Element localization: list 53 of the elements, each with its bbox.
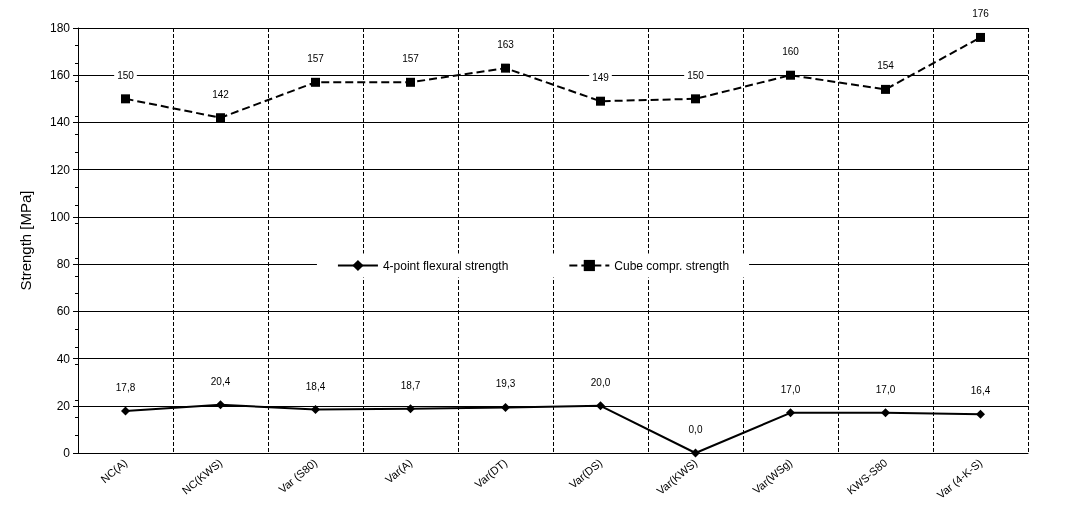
point	[596, 401, 605, 411]
y-tick-label: 80	[56, 257, 71, 272]
data-label: 17,0	[780, 383, 801, 395]
point	[121, 406, 130, 416]
data-label: 18,4	[305, 380, 326, 392]
point	[786, 70, 795, 80]
point	[406, 77, 415, 87]
point	[976, 409, 985, 419]
y-tick-label: 140	[49, 115, 71, 130]
data-label: 150	[687, 69, 705, 81]
y-tick-label: 120	[49, 162, 71, 177]
point	[691, 448, 700, 458]
data-label: 157	[307, 53, 325, 65]
point	[501, 402, 510, 412]
y-tick-label: 100	[49, 209, 71, 224]
y-tick-label: 40	[56, 351, 71, 366]
point	[596, 96, 605, 106]
data-label: 19,3	[495, 378, 516, 390]
point	[311, 77, 320, 87]
point	[216, 113, 225, 123]
point	[501, 63, 510, 73]
point	[311, 405, 320, 415]
y-tick-label: 60	[56, 304, 71, 319]
data-label: 149	[592, 72, 610, 84]
data-label: 0,0	[688, 424, 703, 435]
data-label: 160	[782, 46, 800, 58]
y-tick-label: 180	[49, 21, 71, 35]
legend-label: Cube compr. strength	[614, 258, 730, 273]
point	[881, 408, 890, 418]
data-label: 142	[212, 88, 230, 100]
data-label: 163	[497, 39, 515, 51]
data-label: 16,4	[970, 385, 991, 397]
point	[121, 94, 130, 104]
data-label: 176	[972, 8, 990, 20]
data-label: 150	[117, 69, 135, 81]
point	[881, 84, 890, 94]
y-tick-label: 20	[56, 398, 71, 413]
point	[406, 404, 415, 414]
point	[976, 32, 985, 42]
data-label: 20,0	[590, 376, 611, 388]
y-tick-label: 0	[63, 446, 71, 460]
point	[216, 400, 225, 410]
legend-label: 4-point flexural strength	[382, 258, 509, 273]
data-label: 157	[402, 53, 420, 65]
data-label: 17,0	[875, 383, 896, 395]
point	[691, 94, 700, 104]
data-label: 18,7	[400, 379, 421, 391]
point	[786, 408, 795, 418]
data-label: 17,8	[115, 381, 136, 393]
y-tick-label: 160	[49, 68, 71, 83]
data-label: 20,4	[210, 375, 231, 387]
data-label: 154	[877, 60, 895, 72]
y-axis-title: Strength [MPa]	[17, 190, 34, 291]
